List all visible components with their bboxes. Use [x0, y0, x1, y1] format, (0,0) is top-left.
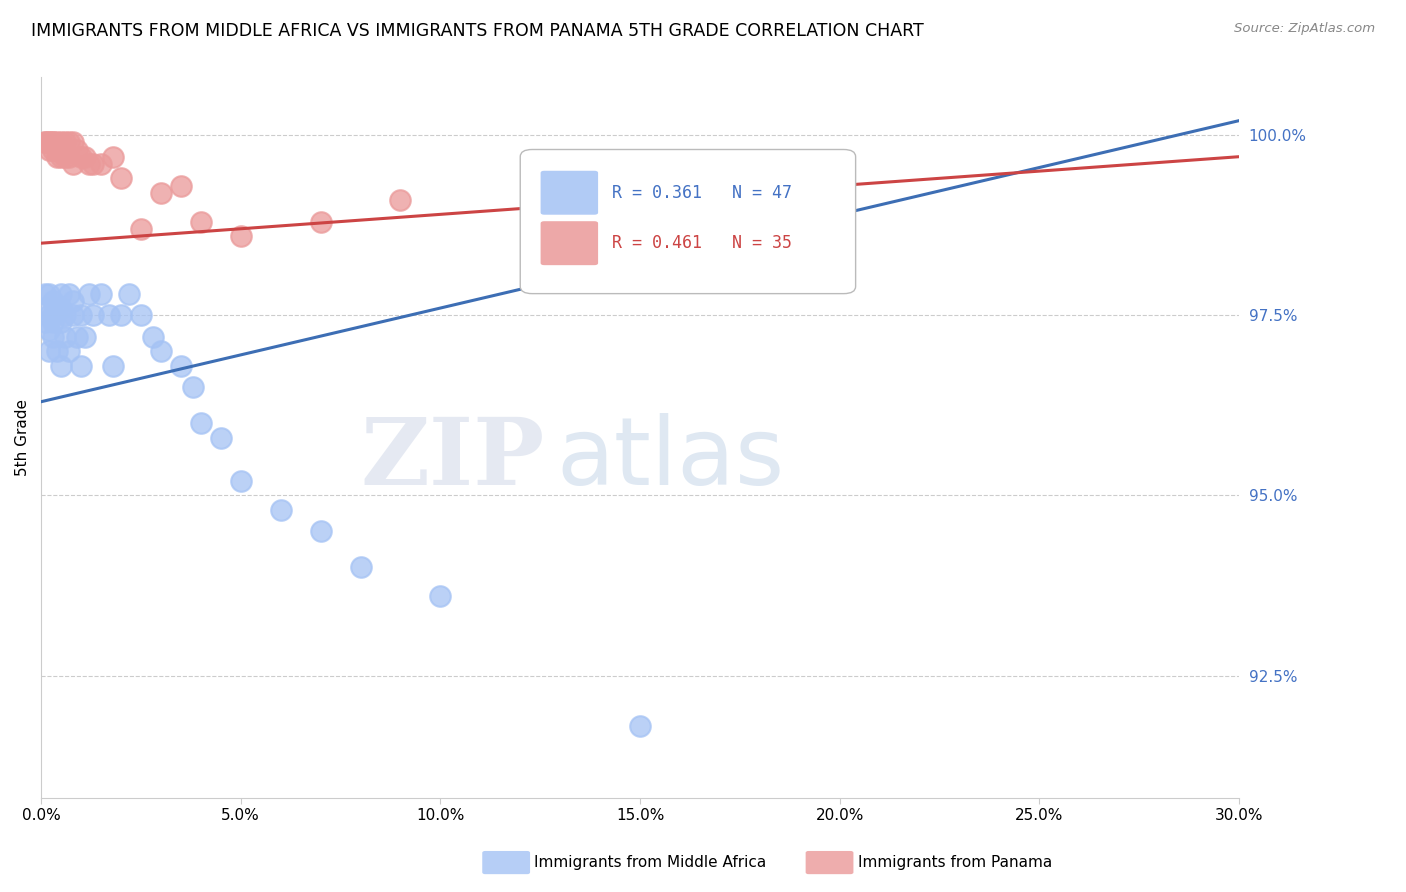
Point — [53, 150, 76, 164]
Point — [49, 143, 72, 157]
Point — [77, 286, 100, 301]
Point — [42, 136, 65, 150]
Point — [149, 186, 172, 200]
Point — [142, 330, 165, 344]
Point — [98, 308, 121, 322]
Point — [129, 221, 152, 235]
Point — [149, 344, 172, 359]
Point — [58, 286, 80, 301]
FancyBboxPatch shape — [540, 170, 598, 215]
Text: Immigrants from Panama: Immigrants from Panama — [858, 855, 1052, 870]
Point — [70, 150, 93, 164]
Point — [229, 474, 252, 488]
Point — [49, 359, 72, 373]
Point — [628, 719, 651, 733]
Point — [58, 136, 80, 150]
Point — [49, 315, 72, 329]
Point — [42, 315, 65, 329]
Point — [46, 301, 69, 315]
Point — [42, 293, 65, 308]
Point — [110, 308, 132, 322]
Text: R = 0.461   N = 35: R = 0.461 N = 35 — [613, 235, 793, 252]
Point — [62, 136, 84, 150]
Point — [53, 330, 76, 344]
Point — [49, 301, 72, 315]
Point — [90, 286, 112, 301]
Point — [42, 330, 65, 344]
Point — [46, 136, 69, 150]
Point — [101, 150, 124, 164]
Point — [58, 150, 80, 164]
Point — [34, 136, 56, 150]
Text: R = 0.361   N = 47: R = 0.361 N = 47 — [613, 184, 793, 202]
Point — [309, 214, 332, 228]
Point — [34, 301, 56, 315]
Point — [38, 323, 60, 337]
Y-axis label: 5th Grade: 5th Grade — [15, 400, 30, 476]
Point — [53, 308, 76, 322]
Point — [229, 229, 252, 244]
FancyBboxPatch shape — [540, 221, 598, 265]
Point — [82, 308, 104, 322]
Point — [190, 214, 212, 228]
Point — [170, 178, 193, 193]
Point — [101, 359, 124, 373]
Point — [62, 308, 84, 322]
Point — [66, 143, 89, 157]
Point — [181, 380, 204, 394]
Point — [77, 157, 100, 171]
Point — [110, 171, 132, 186]
Point — [58, 344, 80, 359]
Point — [82, 157, 104, 171]
Point — [38, 136, 60, 150]
Point — [129, 308, 152, 322]
Point — [118, 286, 141, 301]
Point — [429, 589, 451, 603]
Text: atlas: atlas — [557, 413, 785, 506]
Point — [49, 136, 72, 150]
Text: IMMIGRANTS FROM MIDDLE AFRICA VS IMMIGRANTS FROM PANAMA 5TH GRADE CORRELATION CH: IMMIGRANTS FROM MIDDLE AFRICA VS IMMIGRA… — [31, 22, 924, 40]
Point — [38, 286, 60, 301]
Point — [73, 150, 96, 164]
Point — [209, 431, 232, 445]
Point — [349, 560, 371, 574]
Point — [46, 150, 69, 164]
Point — [389, 193, 412, 207]
Text: ZIP: ZIP — [360, 415, 544, 504]
Point — [46, 344, 69, 359]
Point — [49, 150, 72, 164]
Point — [49, 286, 72, 301]
Point — [34, 286, 56, 301]
Point — [46, 143, 69, 157]
Point — [170, 359, 193, 373]
Point — [53, 136, 76, 150]
Point — [190, 417, 212, 431]
Point — [70, 359, 93, 373]
Point — [38, 136, 60, 150]
Point — [309, 524, 332, 539]
Point — [34, 136, 56, 150]
Point — [66, 330, 89, 344]
Point — [70, 308, 93, 322]
Point — [38, 308, 60, 322]
Text: Immigrants from Middle Africa: Immigrants from Middle Africa — [534, 855, 766, 870]
Point — [73, 330, 96, 344]
Point — [42, 136, 65, 150]
Point — [62, 157, 84, 171]
Point — [270, 503, 292, 517]
Text: Source: ZipAtlas.com: Source: ZipAtlas.com — [1234, 22, 1375, 36]
Point — [62, 293, 84, 308]
Point — [42, 308, 65, 322]
Point — [38, 143, 60, 157]
Point — [38, 344, 60, 359]
Point — [90, 157, 112, 171]
FancyBboxPatch shape — [520, 150, 856, 293]
Point — [34, 315, 56, 329]
Point — [42, 143, 65, 157]
